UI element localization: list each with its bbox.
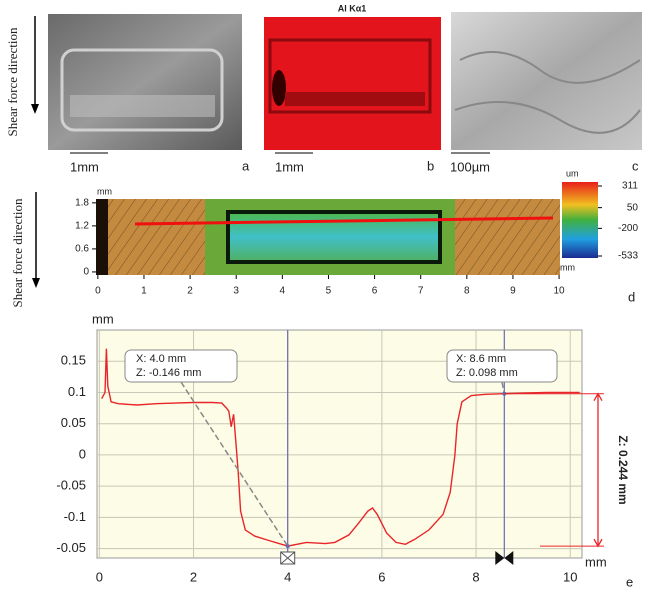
x-tick-label: 2 [187, 286, 193, 297]
panel-letter: d [628, 289, 635, 304]
colorbar-tick-label: 50 [627, 202, 639, 213]
leader-line [180, 381, 289, 547]
eds-outline [268, 38, 432, 114]
eds-shadow [272, 70, 286, 106]
scale-label: 100µm [450, 159, 490, 174]
cursor-marker [495, 551, 514, 565]
y-tick-label: 0.1 [68, 384, 86, 399]
cursor-point [285, 544, 290, 549]
span-label: Z: 0.244 mm [616, 435, 630, 504]
arrow-head [31, 104, 39, 114]
callout-label: Z: 0.098 mm [456, 367, 518, 379]
eds-band [285, 92, 425, 106]
eds-map [264, 17, 441, 150]
colorbar-tick-label: -533 [618, 251, 638, 262]
x-tick-label: 10 [554, 286, 566, 297]
y-tick-label: 0 [83, 267, 89, 278]
callout-box [124, 349, 238, 383]
callout-label: Z: -0.146 mm [136, 367, 201, 379]
x-tick-label: 7 [418, 286, 424, 297]
scale-label: 1mm [70, 159, 99, 174]
y-tick-label: 1.2 [75, 221, 89, 232]
panel-letter: a [242, 158, 250, 173]
arrow-head [32, 278, 40, 288]
side-label: Shear force direction [10, 198, 25, 308]
x-tick-label: 5 [326, 286, 332, 297]
y-tick-label: 0.6 [75, 244, 89, 255]
y-tick-label: -0.05 [56, 478, 86, 493]
panel-letter: c [632, 158, 639, 173]
y-tick-label: -0.1 [64, 509, 86, 524]
map-title: Al Kα1 [338, 3, 367, 13]
y-tick-label: 0.05 [61, 415, 86, 430]
axis-unit: mm [97, 186, 112, 196]
x-tick-label: 9 [510, 286, 516, 297]
sem-image-c [451, 12, 642, 150]
x-tick-label: 4 [280, 286, 286, 297]
x-tick-label: 8 [472, 569, 479, 584]
panel-letter: e [626, 574, 633, 589]
panel-letter: b [427, 158, 434, 173]
weld-band [70, 95, 215, 117]
texture [454, 51, 641, 134]
height-map [96, 199, 560, 275]
callout-label: X: 8.6 mm [456, 353, 506, 365]
x-tick-label: 1 [141, 286, 147, 297]
side-label: Shear force direction [5, 27, 20, 137]
x-tick-label: 8 [464, 286, 470, 297]
span-head [593, 392, 603, 548]
y-tick-label: 0.15 [61, 353, 86, 368]
x-tick-label: 10 [563, 569, 577, 584]
x-tick-label: 0 [96, 569, 103, 584]
scale-label: 1mm [275, 159, 304, 174]
colorbar [562, 182, 598, 258]
x-tick-label: 3 [233, 286, 239, 297]
callout-box [446, 349, 558, 383]
profile-line [134, 216, 554, 226]
profile-line [101, 348, 580, 547]
x-tick-label: 0 [95, 286, 101, 297]
axis-unit: mm [585, 554, 607, 569]
colorbar-tick-label: -200 [618, 223, 638, 234]
x-tick-label: 2 [190, 569, 197, 584]
axis-unit: mm [92, 311, 114, 326]
cursor-marker [280, 551, 296, 565]
weld-outline [60, 48, 224, 132]
colorbar-tick-label: 311 [622, 181, 638, 192]
sem-image-a [48, 14, 242, 150]
colorbar-unit: um [566, 168, 579, 178]
x-tick-label: 6 [372, 286, 378, 297]
map-edge [96, 199, 108, 275]
y-tick-label: -0.05 [56, 540, 86, 555]
callout-label: X: 4.0 mm [136, 353, 186, 365]
x-tick-label: 6 [378, 569, 385, 584]
x-tick-label: 4 [284, 569, 291, 584]
y-tick-label: 1.8 [75, 197, 89, 208]
y-tick-label: 0 [79, 446, 86, 461]
axis-unit: mm [560, 262, 575, 272]
